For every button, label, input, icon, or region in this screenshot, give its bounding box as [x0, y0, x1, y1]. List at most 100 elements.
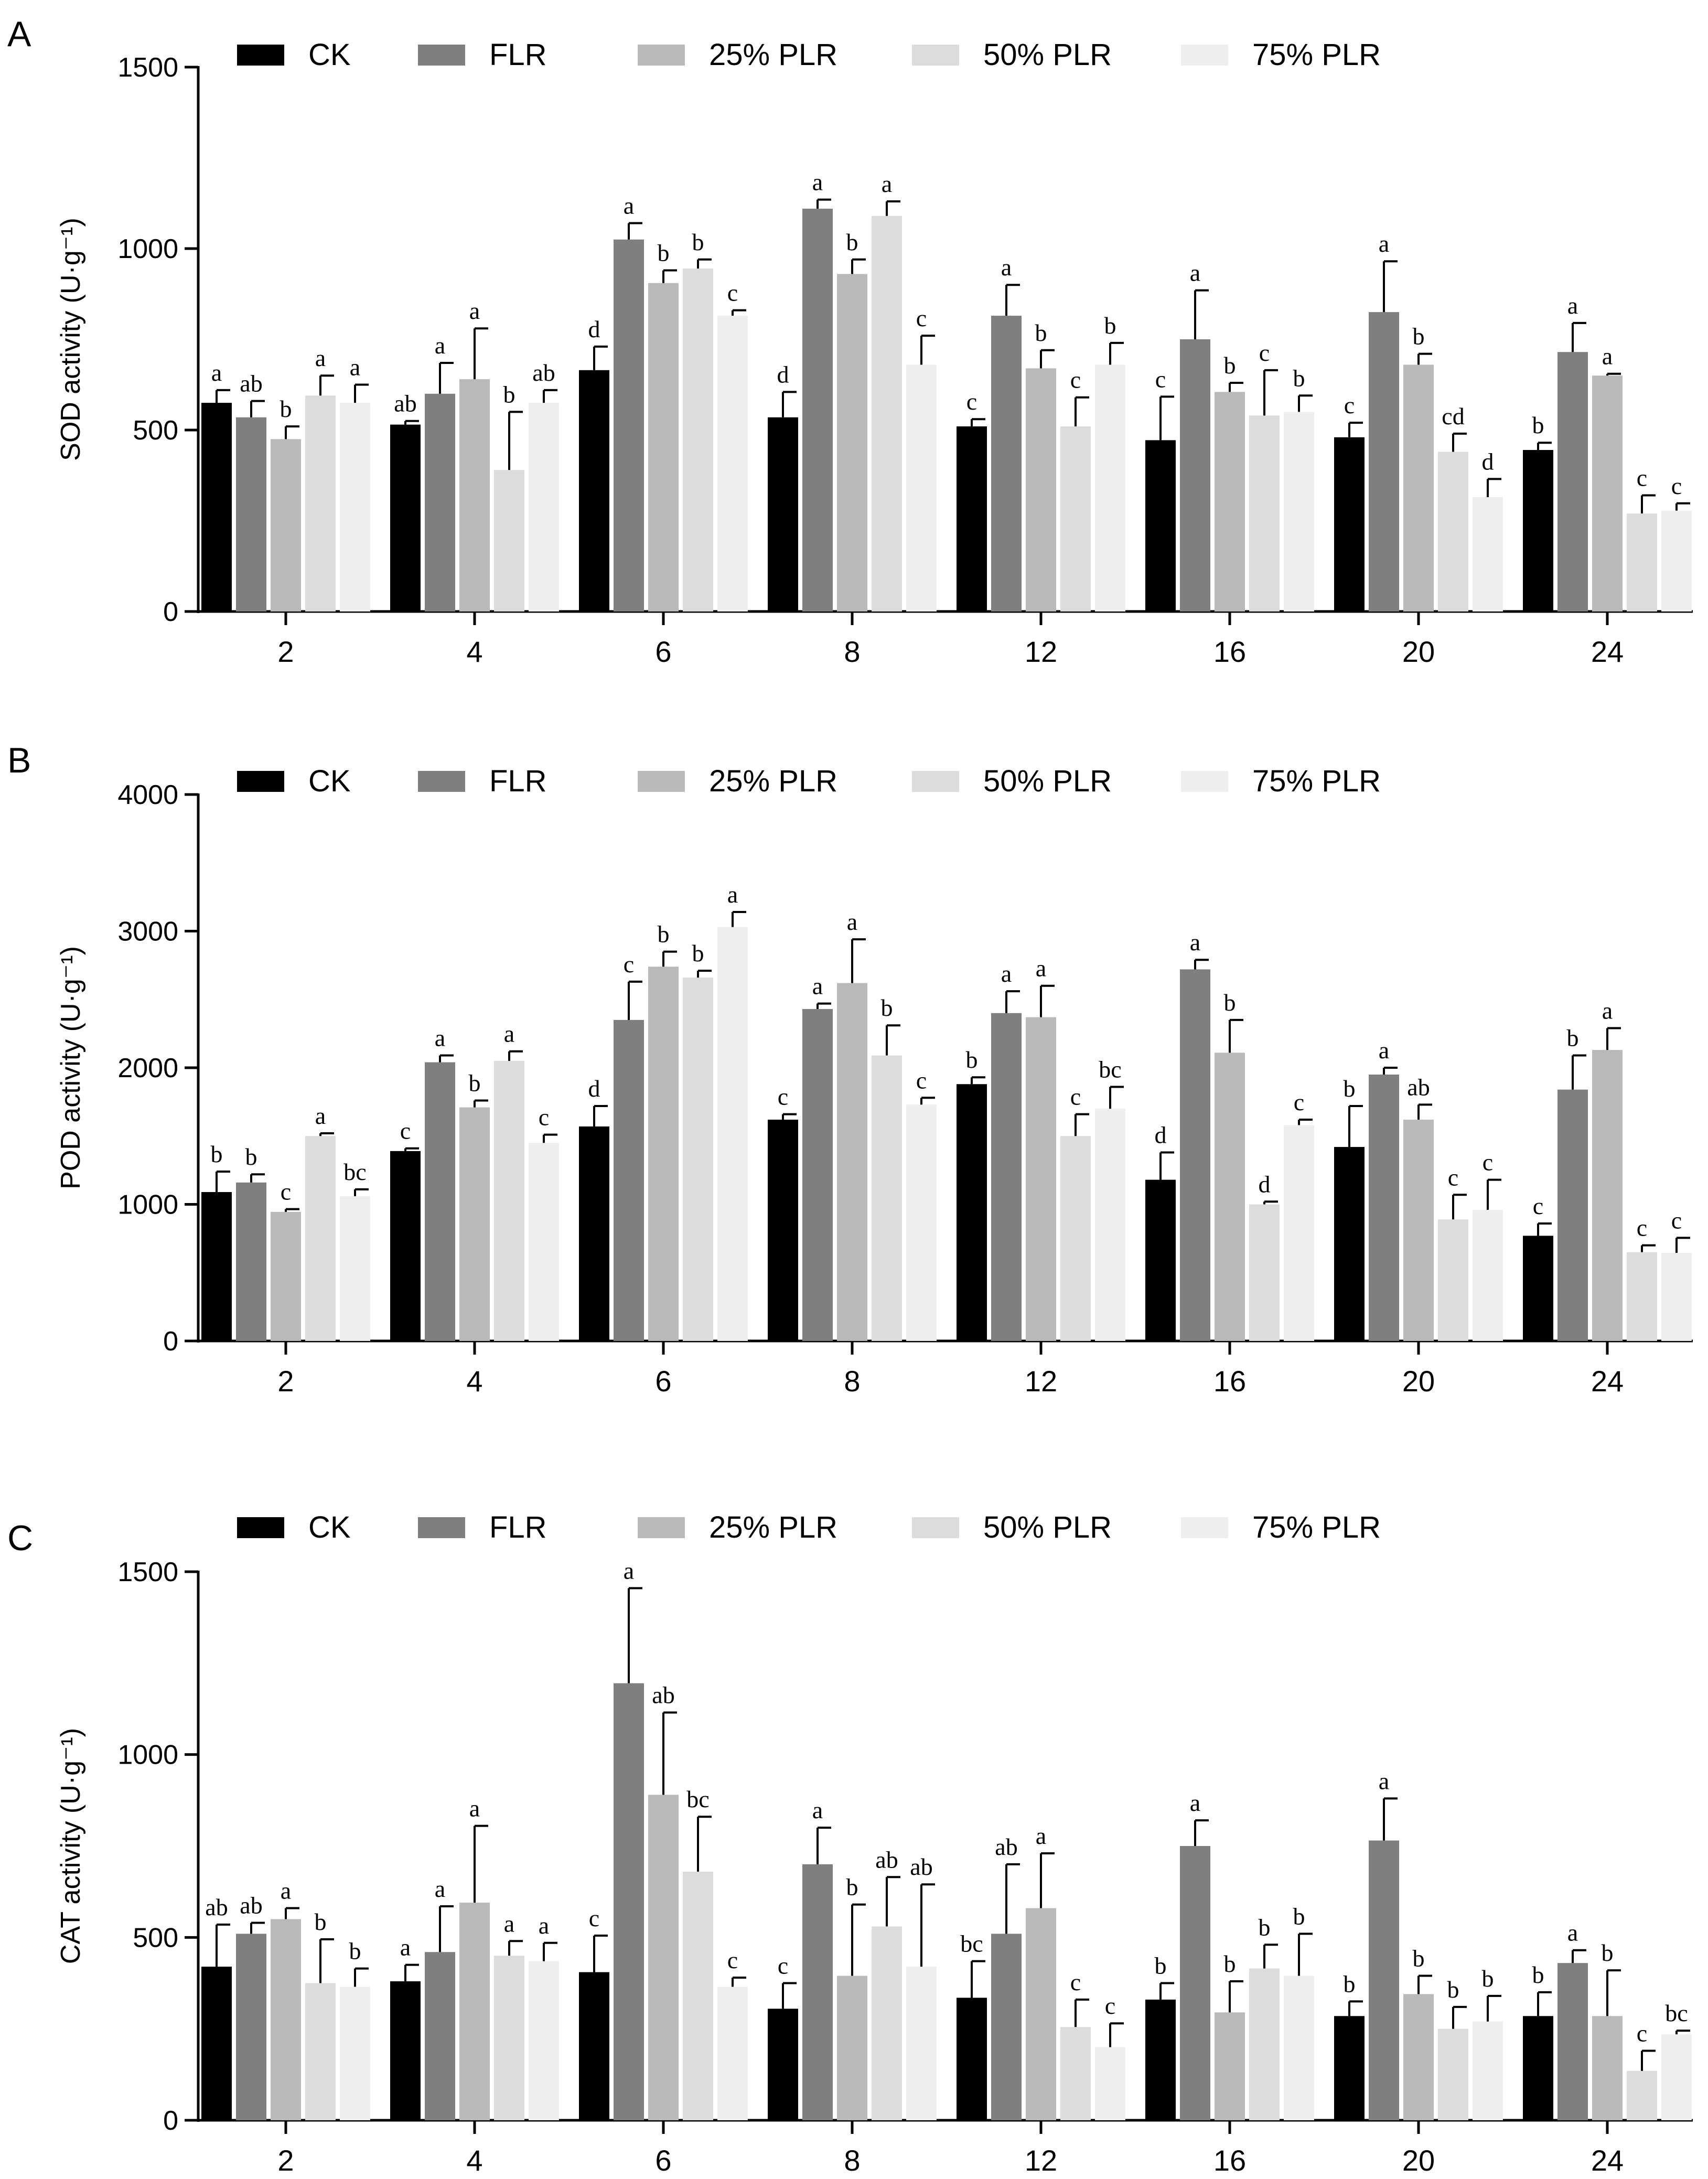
significance-letter: b	[1532, 1961, 1544, 1988]
panel-label: B	[7, 740, 31, 780]
significance-letter: b	[349, 1938, 361, 1965]
bar	[1592, 2016, 1623, 2120]
significance-letter: b	[1344, 1075, 1356, 1102]
bar	[837, 274, 867, 611]
legend-label-1: FLR	[489, 764, 547, 798]
bar	[1592, 375, 1623, 611]
legend-label-1: FLR	[489, 1510, 547, 1544]
significance-letter: c	[1637, 465, 1647, 491]
x-tick-label: 12	[1025, 2144, 1057, 2177]
legend-label-0: CK	[308, 764, 351, 798]
y-tick-label: 1500	[117, 1557, 178, 1587]
significance-letter: c	[778, 1083, 788, 1110]
x-tick-label: 6	[655, 1365, 671, 1398]
y-tick-label: 2000	[117, 1053, 178, 1083]
significance-letter: a	[435, 1025, 445, 1051]
significance-letter: bc	[343, 1158, 366, 1185]
legend-swatch-4	[1181, 1517, 1228, 1538]
significance-letter: bc	[1099, 1056, 1121, 1082]
significance-letter: a	[435, 1875, 445, 1902]
bar	[1523, 450, 1553, 611]
significance-letter: bc	[960, 1930, 983, 1957]
bar	[837, 983, 867, 1341]
bar	[837, 1976, 867, 2120]
bar	[1180, 1846, 1210, 2120]
panel-b-pod-chart: B CK FLR 25% PLR 50% PLR 75% PLR POD activity …	[7, 740, 1693, 1398]
x-tick-label: 24	[1591, 1365, 1624, 1398]
significance-letter: b	[1224, 1950, 1236, 1977]
significance-letter: b	[658, 921, 670, 948]
y-tick-label: 0	[163, 597, 178, 627]
x-tick-label: 20	[1402, 1365, 1435, 1398]
bar	[236, 1934, 266, 2120]
significance-letter: b	[280, 395, 292, 422]
significance-letter: ab	[875, 1846, 898, 1873]
bar	[991, 1013, 1022, 1341]
bar	[1334, 437, 1365, 611]
bar	[872, 1055, 902, 1341]
bar	[872, 216, 902, 612]
bar	[1249, 1204, 1280, 1341]
significance-letter: b	[1413, 1945, 1425, 1972]
significance-letter: b	[315, 1908, 327, 1935]
significance-letter: ab	[240, 1892, 262, 1918]
y-axis-label: SOD activity (U·g⁻¹)	[56, 218, 86, 461]
bar	[390, 424, 421, 611]
significance-letter: a	[315, 345, 326, 371]
bar	[1215, 2012, 1245, 2120]
bar	[1095, 364, 1125, 611]
significance-letter: a	[435, 332, 445, 359]
significance-letter: a	[1379, 1037, 1389, 1064]
legend-swatch-0	[237, 1517, 284, 1538]
significance-letter: ab	[240, 370, 262, 397]
bar	[425, 1952, 455, 2120]
bar	[459, 1903, 490, 2120]
significance-letter: a	[281, 1877, 291, 1904]
bar	[957, 426, 987, 611]
legend-label-4: 75% PLR	[1252, 1510, 1381, 1544]
significance-letter: c	[1483, 1149, 1493, 1176]
bar	[579, 1126, 609, 1341]
significance-letter: c	[1070, 367, 1081, 393]
x-tick-label: 4	[466, 635, 482, 668]
significance-letter: a	[1567, 1919, 1578, 1946]
bar	[201, 1192, 232, 1341]
bar	[1026, 1908, 1056, 2120]
significance-letter: d	[588, 1075, 600, 1102]
bar	[236, 1182, 266, 1341]
significance-letter: d	[1482, 448, 1494, 475]
significance-letter: c	[1637, 2020, 1647, 2047]
bar	[1145, 1179, 1176, 1341]
significance-letter: a	[315, 1102, 326, 1129]
bar	[1438, 452, 1468, 611]
bar	[340, 403, 370, 611]
bar	[648, 967, 679, 1341]
significance-letter: a	[1602, 343, 1613, 370]
x-tick-label: 8	[844, 635, 860, 668]
bar	[494, 1956, 524, 2120]
bar	[201, 403, 232, 611]
y-tick-label: 0	[163, 1326, 178, 1357]
bar	[1060, 426, 1091, 611]
significance-letter: b	[966, 1046, 978, 1073]
significance-letter: a	[1036, 1822, 1046, 1849]
significance-letter: a	[350, 354, 360, 381]
significance-letter: a	[1001, 254, 1012, 281]
bar	[1145, 440, 1176, 611]
bar	[494, 1060, 524, 1341]
significance-letter: b	[1447, 1976, 1459, 2003]
y-tick-label: 1000	[117, 234, 178, 264]
bar	[1284, 1976, 1314, 2120]
significance-letter: c	[1344, 392, 1355, 418]
significance-letter: ab	[394, 390, 416, 417]
y-tick-label: 4000	[117, 780, 178, 810]
bar	[1661, 510, 1692, 611]
significance-letter: a	[624, 192, 634, 219]
bar	[991, 316, 1022, 611]
